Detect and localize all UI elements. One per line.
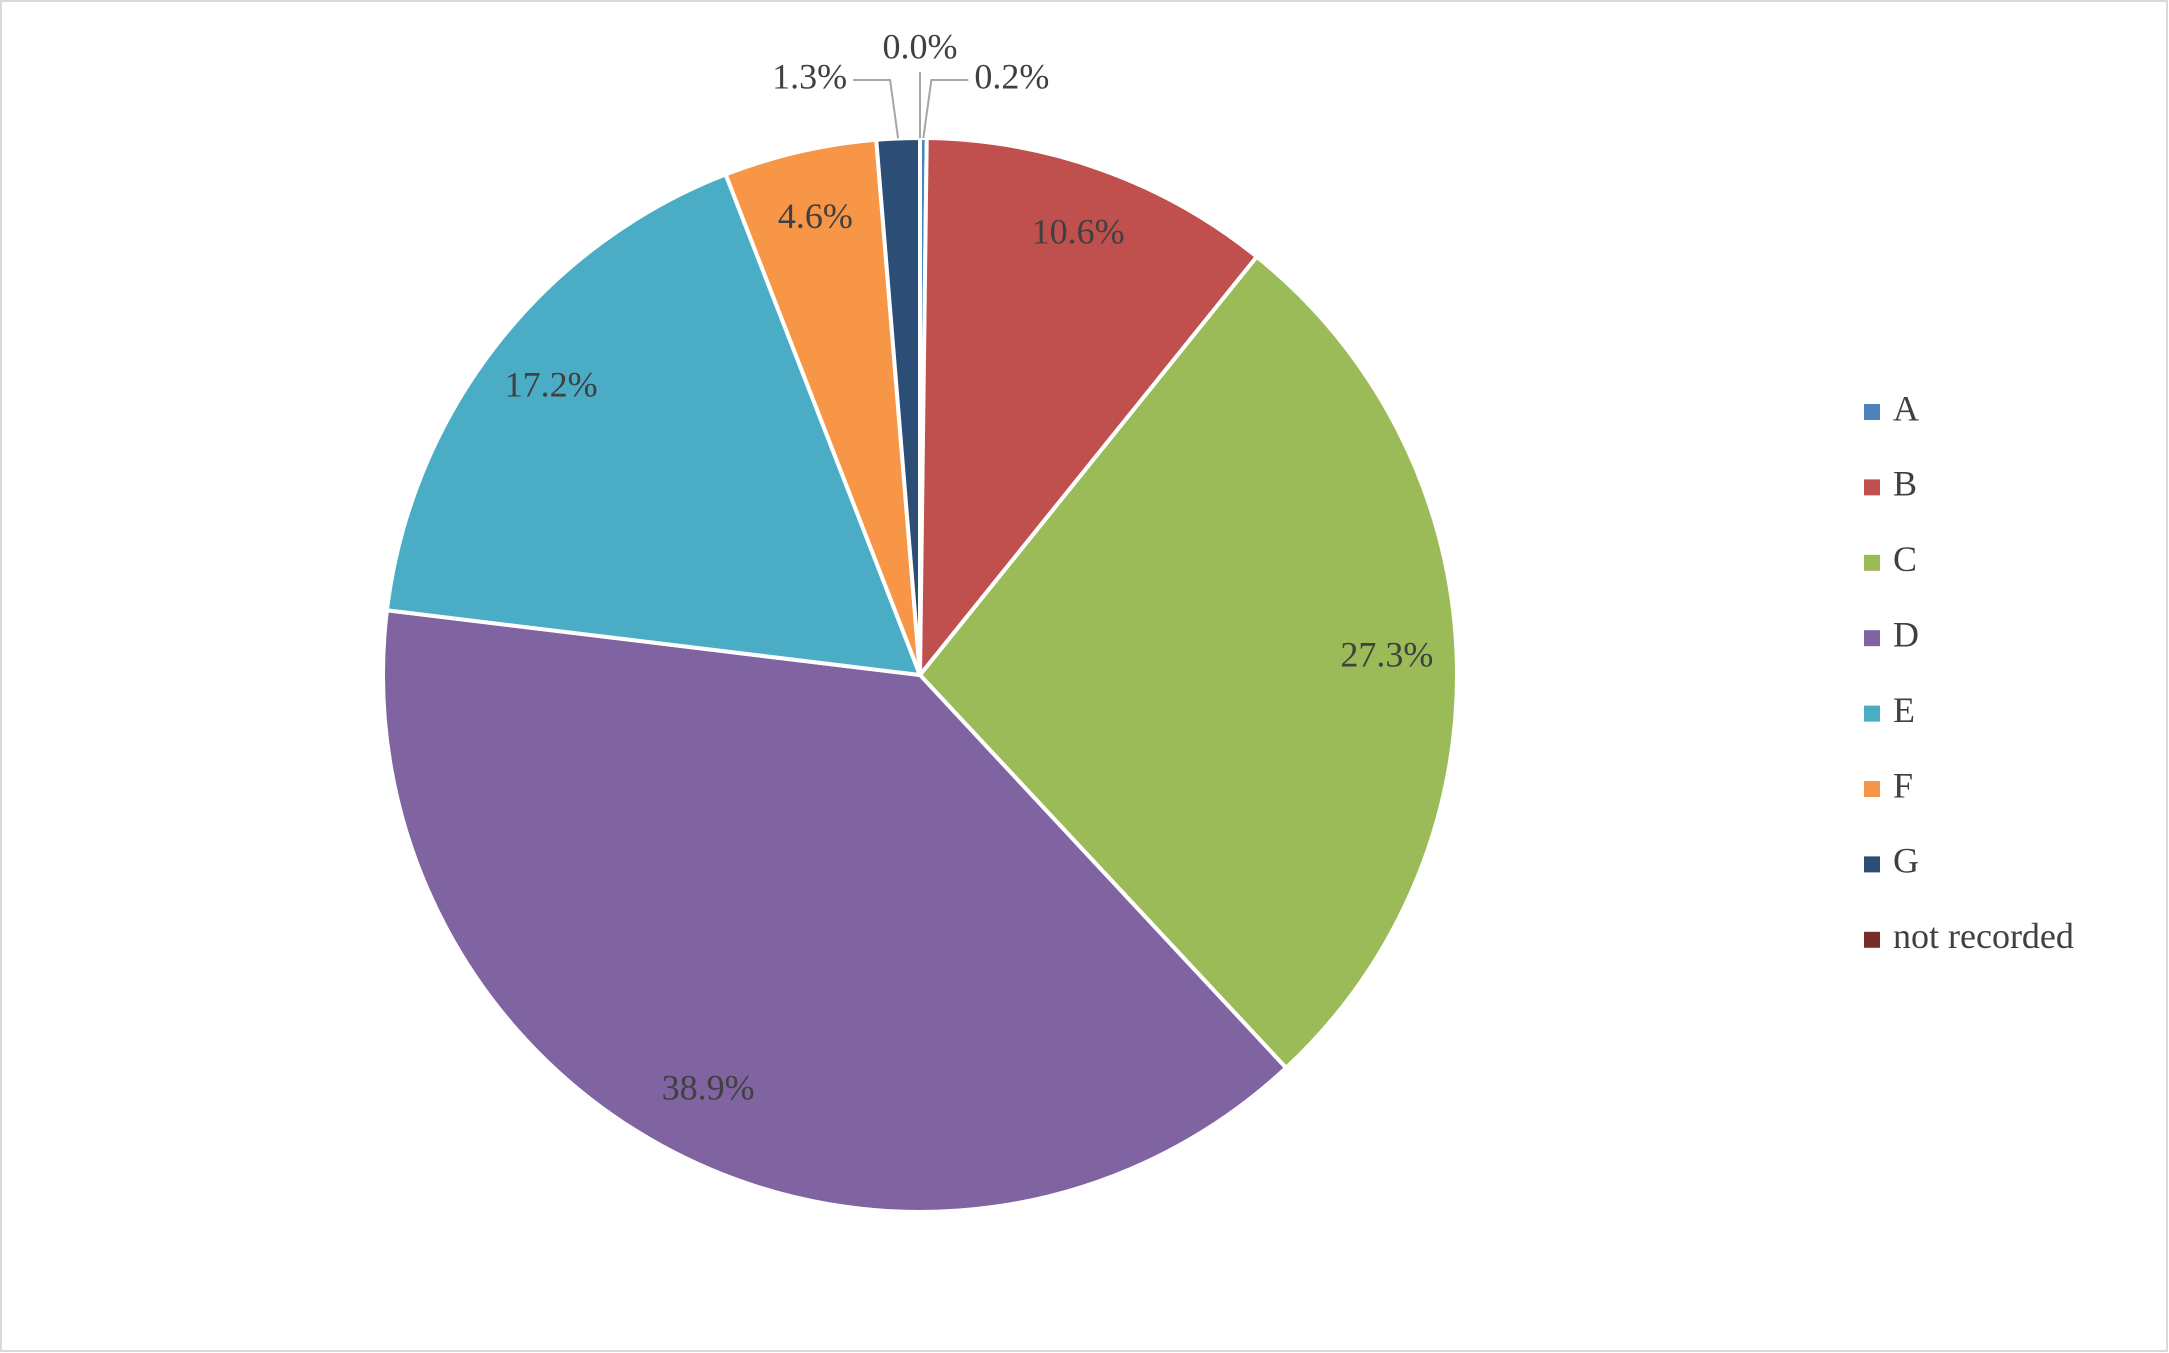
legend-label: B [1893, 464, 1917, 504]
legend-swatch [1864, 630, 1880, 647]
pie-slice [723, 137, 922, 676]
legend-label: G [1893, 841, 1919, 881]
legend-swatch [1864, 856, 1880, 873]
data-label: 10.6% [1032, 212, 1125, 252]
legend-label: D [1893, 614, 1919, 654]
pie-slice [917, 253, 1460, 1071]
pie-slice [384, 171, 924, 678]
legend-swatch [1864, 781, 1880, 797]
legend-label: C [1893, 539, 1917, 579]
data-label: 0.0% [883, 26, 958, 66]
legend-label: A [1893, 388, 1919, 428]
legend-swatch [1864, 705, 1880, 722]
data-label: 1.3% [772, 56, 847, 96]
pie-slice [917, 136, 1260, 681]
leader-line [853, 79, 900, 139]
data-label: 0.2% [974, 56, 1049, 96]
data-label: 4.6% [778, 196, 853, 236]
data-label: 38.9% [662, 1068, 755, 1108]
leader-line [922, 79, 969, 139]
legend-swatch [1864, 931, 1880, 948]
data-label: 17.2% [505, 365, 598, 405]
pie-slice [381, 608, 1289, 1214]
data-label: 27.3% [1340, 634, 1433, 674]
legend-label: F [1893, 765, 1913, 805]
legend-swatch [1864, 554, 1880, 571]
legend-swatch [1864, 479, 1880, 496]
legend-swatch [1864, 404, 1880, 420]
legend-label: not recorded [1893, 916, 2074, 956]
legend-label: E [1893, 690, 1915, 730]
